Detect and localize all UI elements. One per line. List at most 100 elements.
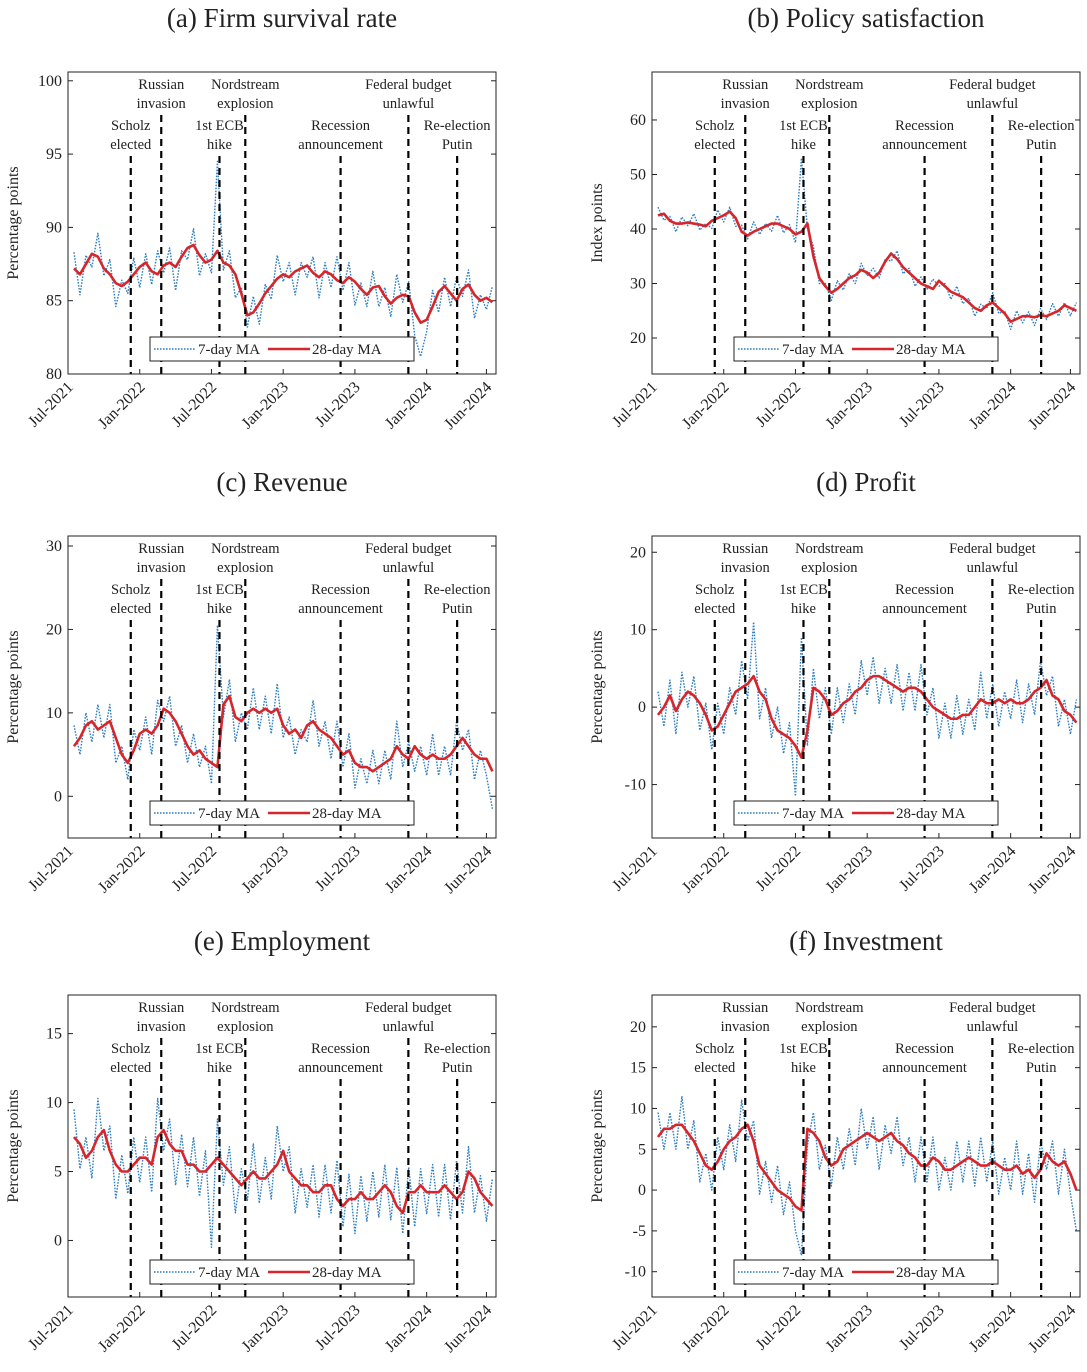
event-label: Nordstream (795, 1000, 864, 1016)
event-label: 1st ECB (779, 1041, 828, 1057)
y-tick-label: 100 (38, 73, 62, 90)
x-tick-label: Jul-2023 (896, 843, 948, 895)
event-label: invasion (721, 1019, 771, 1035)
y-tick-label: 30 (630, 276, 646, 293)
panel: (b) Policy satisfaction Index points 20 30 4… (589, 3, 1081, 433)
y-tick-label: 40 (630, 221, 646, 238)
event-label: invasion (137, 560, 187, 576)
series-line-dotted (73, 624, 494, 809)
x-tick-label: Jul-2023 (312, 1302, 364, 1354)
event-label: hike (207, 601, 232, 617)
x-tick-label: Jan-2023 (823, 1302, 876, 1355)
x-tick-label: Jan-2022 (95, 1302, 148, 1355)
y-axis-label: Percentage points (589, 630, 606, 743)
panel-title: (d) Profit (816, 467, 916, 497)
event-label: Russian (722, 77, 769, 93)
event-label: Scholz (695, 582, 735, 598)
event-label: announcement (298, 601, 383, 617)
event-label: explosion (801, 96, 858, 112)
y-tick-label: 20 (46, 621, 62, 638)
x-tick-label: Jul-2023 (312, 379, 364, 431)
event-label: explosion (217, 1019, 274, 1035)
legend-label: 28-day MA (896, 806, 966, 822)
y-tick-label: -10 (625, 777, 646, 794)
event-label: Recession (895, 582, 955, 598)
series-line (72, 1128, 494, 1215)
y-tick-label: 90 (46, 219, 62, 236)
legend-label: 28-day MA (312, 1265, 382, 1281)
x-tick-label: Jun-2024 (441, 379, 495, 433)
y-tick-label: 10 (630, 622, 646, 639)
event-label: Re-election (424, 582, 492, 598)
y-tick-label: 10 (630, 1100, 646, 1117)
event-label: Russian (138, 1000, 185, 1016)
event-label: unlawful (967, 560, 1019, 576)
y-axis-label: Percentage points (589, 1089, 606, 1202)
event-label: Federal budget (949, 541, 1036, 557)
event-label: elected (694, 1060, 736, 1076)
event-label: announcement (298, 137, 383, 153)
event-label: Re-election (1008, 582, 1076, 598)
legend-label: 28-day MA (312, 806, 382, 822)
series-line-dotted (657, 1095, 1078, 1257)
x-tick-label: Jun-2024 (1025, 1302, 1079, 1356)
event-label: 1st ECB (195, 118, 244, 134)
x-tick-label: Jul-2022 (753, 843, 805, 895)
event-label: invasion (137, 96, 187, 112)
panel-title: (c) Revenue (216, 467, 347, 497)
event-label: announcement (298, 1060, 383, 1076)
panel-title: (b) Policy satisfaction (748, 3, 985, 33)
x-tick-label: Jul-2022 (169, 379, 221, 431)
series-line-dotted (657, 157, 1078, 330)
series-line (656, 674, 1078, 759)
event-label: Putin (442, 1060, 473, 1076)
x-tick-label: Jan-2022 (679, 843, 732, 896)
event-label: unlawful (967, 1019, 1019, 1035)
event-label: elected (694, 601, 736, 617)
x-tick-label: Jun-2024 (1025, 379, 1079, 433)
y-tick-label: 10 (46, 705, 62, 722)
event-label: invasion (721, 96, 771, 112)
panel: (c) Revenue Percentage points 0 10 20 30 Jul-2… (5, 467, 497, 897)
x-tick-label: Jul-2022 (753, 379, 805, 431)
plot-frame (651, 71, 1081, 375)
event-label: invasion (137, 1019, 187, 1035)
series-line (72, 694, 494, 773)
y-tick-label: 0 (638, 1182, 646, 1199)
y-tick-label: -5 (633, 1223, 646, 1240)
y-tick-label: 15 (630, 1060, 646, 1077)
event-label: Scholz (695, 1041, 735, 1057)
event-label: announcement (882, 137, 967, 153)
x-tick-label: Jan-2023 (823, 379, 876, 432)
x-tick-label: Jan-2023 (823, 843, 876, 896)
event-label: elected (110, 601, 152, 617)
event-label: hike (207, 137, 232, 153)
event-label: unlawful (383, 96, 435, 112)
x-tick-label: Jan-2024 (382, 843, 435, 896)
event-label: Federal budget (949, 1000, 1036, 1016)
event-label: Recession (311, 582, 371, 598)
y-tick-label: 50 (630, 166, 646, 183)
y-tick-label: 5 (54, 1164, 62, 1181)
x-tick-label: Jul-2022 (169, 843, 221, 895)
series-line-dotted (657, 621, 1078, 797)
x-tick-label: Jan-2024 (382, 1302, 435, 1355)
event-label: Federal budget (365, 77, 452, 93)
x-tick-label: Jul-2021 (609, 843, 661, 895)
plot-frame (651, 994, 1081, 1298)
y-axis-label: Index points (589, 183, 606, 263)
x-tick-label: Jan-2023 (239, 379, 292, 432)
legend-label: 28-day MA (896, 1265, 966, 1281)
event-label: elected (110, 1060, 152, 1076)
legend: 7-day MA 28-day MA (733, 336, 999, 362)
panel-title: (a) Firm survival rate (167, 3, 397, 33)
legend-label: 7-day MA (782, 1265, 844, 1281)
x-tick-label: Jul-2021 (609, 379, 661, 431)
x-tick-label: Jul-2021 (25, 843, 77, 895)
event-label: hike (207, 1060, 232, 1076)
y-tick-label: 20 (630, 1019, 646, 1036)
x-tick-label: Jan-2024 (966, 843, 1019, 896)
x-tick-label: Jul-2021 (609, 1302, 661, 1354)
event-label: Recession (895, 118, 955, 134)
